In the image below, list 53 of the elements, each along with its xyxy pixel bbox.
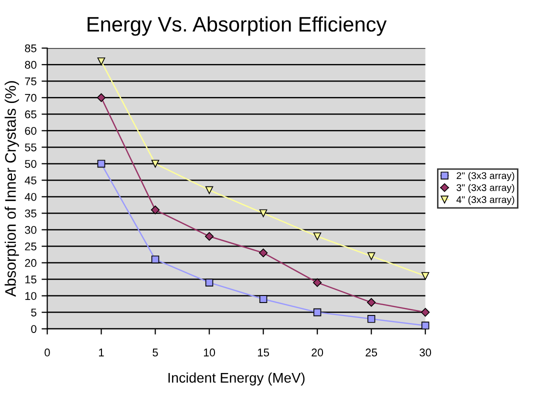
- x-tick-label: 15: [258, 348, 270, 356]
- x-axis-title: Incident Energy (MeV): [168, 372, 305, 386]
- y-tick-label: 0: [31, 325, 36, 333]
- y-tick-label: 20: [25, 259, 36, 267]
- point: [367, 315, 376, 323]
- x-tick-label: 30: [420, 348, 432, 356]
- y-axis-title: Absorption of Inner Crystals (%): [4, 81, 19, 297]
- y-tick-label: 30: [24, 226, 36, 234]
- x-tick-label: 20: [312, 348, 324, 356]
- y-tick-label: 80: [24, 60, 36, 69]
- legend-label: 2" (3x3 array): [456, 172, 514, 182]
- y-tick-label: 65: [25, 110, 36, 118]
- legend-label: 4" (3x3 array): [456, 196, 514, 205]
- y-tick-label: 75: [25, 78, 36, 86]
- y-tick-label: 15: [25, 276, 36, 284]
- y-tick-label: 70: [25, 94, 36, 102]
- point: [151, 160, 160, 168]
- y-tick-label: 85: [24, 44, 36, 52]
- y-tick-label: 50: [24, 160, 36, 168]
- point: [204, 232, 214, 241]
- y-tick-label: 25: [25, 242, 36, 250]
- point: [421, 322, 430, 330]
- x-tick-label: 0: [44, 348, 50, 356]
- point: [205, 278, 214, 286]
- point: [259, 209, 268, 218]
- point: [420, 308, 430, 317]
- point: [150, 206, 160, 214]
- point: [312, 278, 322, 287]
- x-tick-label: 1: [99, 348, 104, 356]
- y-tick-label: 60: [25, 126, 36, 135]
- legend-label: 3" (3x3 array): [456, 184, 514, 193]
- y-tick-label: 45: [24, 176, 36, 184]
- point: [96, 93, 106, 102]
- point: [97, 57, 106, 66]
- x-tick-label: 5: [152, 348, 158, 356]
- point: [97, 160, 106, 168]
- point: [313, 308, 322, 316]
- point: [421, 272, 430, 280]
- chart-title: Energy Vs. Absorption Efficiency: [88, 16, 387, 36]
- point: [313, 232, 322, 240]
- point: [367, 252, 376, 260]
- point: [259, 295, 268, 303]
- y-tick-label: 35: [24, 210, 36, 218]
- y-tick-label: 40: [24, 192, 36, 201]
- y-tick-label: 10: [25, 292, 36, 300]
- point: [151, 256, 160, 264]
- x-tick-label: 25: [366, 348, 378, 356]
- y-tick-label: 5: [31, 308, 36, 316]
- y-tick-label: 55: [24, 144, 36, 152]
- point: [366, 298, 376, 307]
- x-tick-label: 10: [204, 348, 216, 356]
- point: [205, 186, 214, 194]
- point: [258, 248, 268, 258]
